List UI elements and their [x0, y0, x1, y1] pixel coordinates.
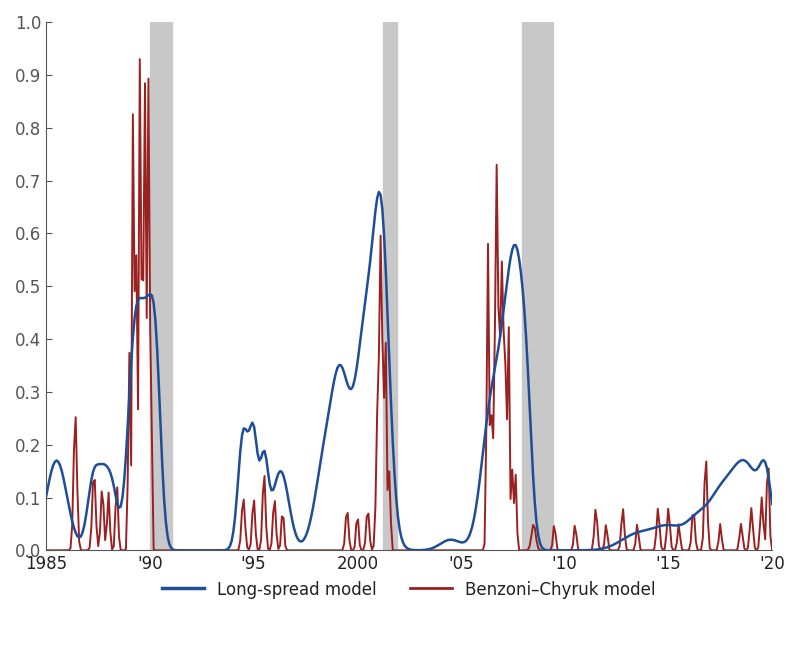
Legend: Long-spread model, Benzoni–Chyruk model: Long-spread model, Benzoni–Chyruk model	[156, 574, 662, 605]
Bar	[522, 22, 553, 551]
Bar	[383, 22, 397, 551]
Bar	[150, 22, 172, 551]
